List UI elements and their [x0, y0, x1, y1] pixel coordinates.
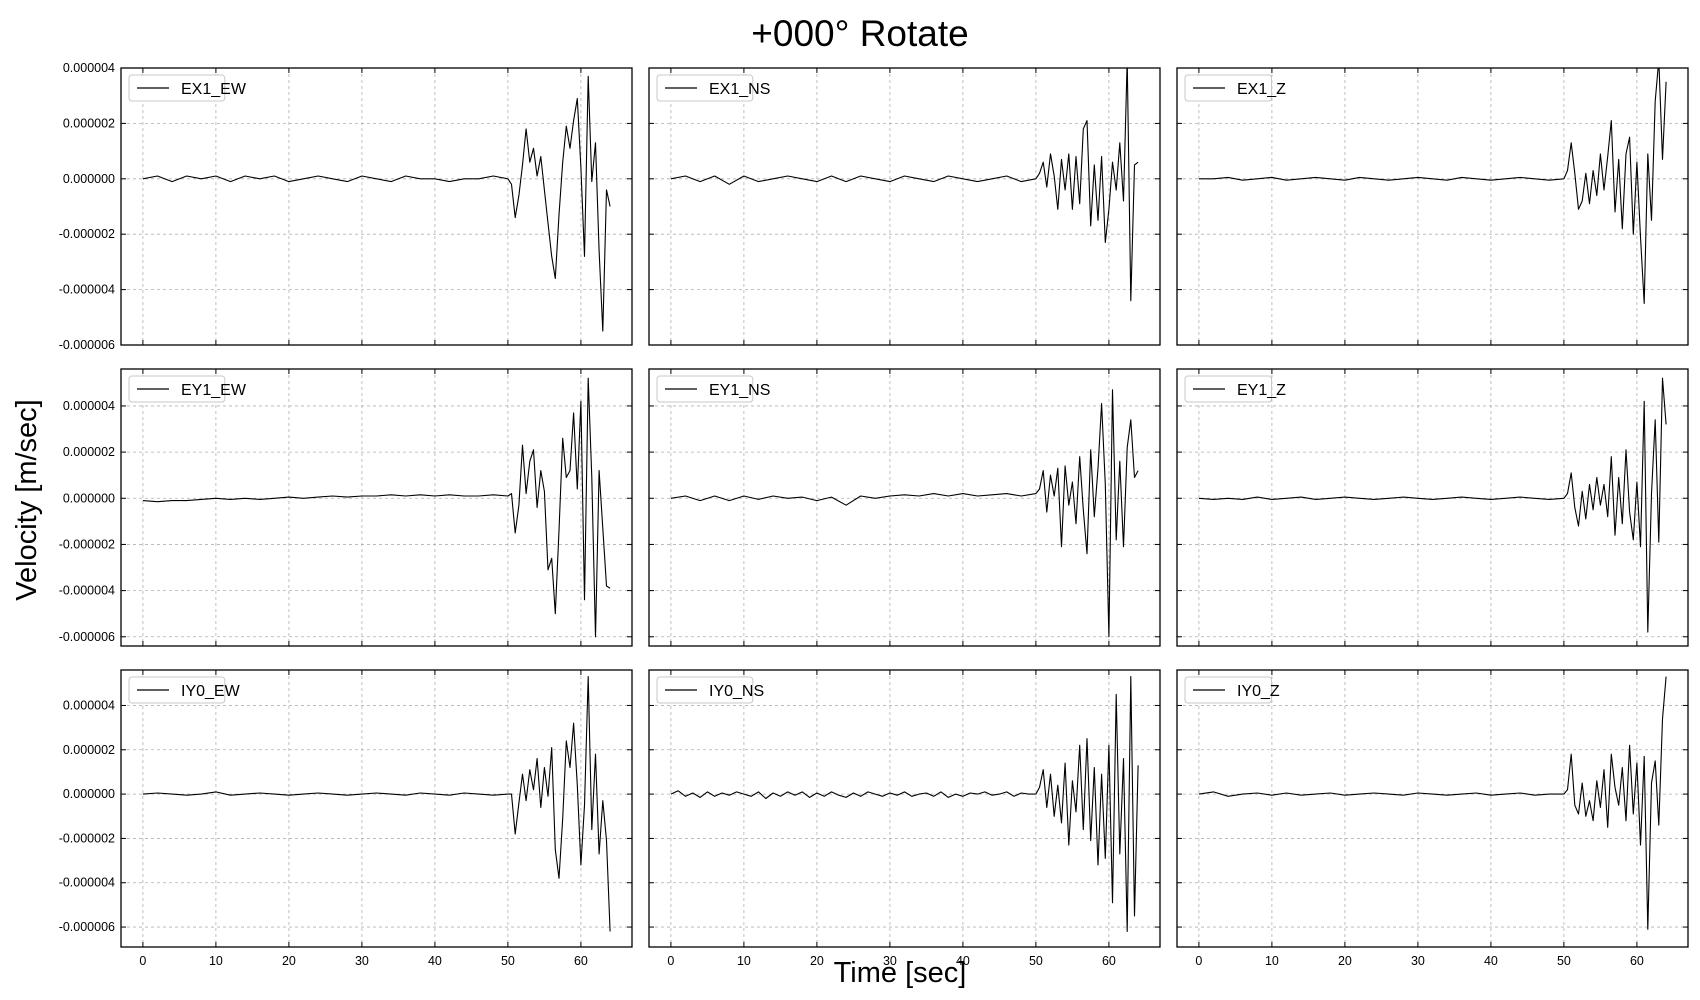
- y-tick-label: 0.000002: [63, 116, 115, 130]
- legend-box: [128, 74, 226, 102]
- series-line: [1198, 377, 1667, 633]
- subplot-ey1-z: EY1_Z: [1176, 368, 1689, 647]
- axes-frame: [1176, 669, 1689, 948]
- legend-label: EX1_NS: [709, 81, 770, 98]
- x-tick-label: 60: [1630, 954, 1644, 968]
- series-line: [142, 75, 611, 332]
- axes-frame: [120, 669, 633, 948]
- x-tick-label: 20: [810, 954, 824, 968]
- x-tick-label: 10: [737, 954, 751, 968]
- x-tick-label: 50: [1557, 954, 1571, 968]
- subplot-iy0-ns: 0 10 20 30 40 50 60 IY0_NS: [648, 669, 1161, 968]
- axes-frame: [120, 67, 633, 346]
- y-tick-label: 0.000004: [63, 698, 115, 712]
- y-tick-label: -0.000002: [59, 537, 115, 551]
- y-tick-label: -0.000006: [59, 920, 115, 934]
- legend-label: EY1_EW: [181, 382, 247, 399]
- legend-label: EY1_Z: [1237, 382, 1286, 399]
- x-tick-label: 50: [1029, 954, 1043, 968]
- axes-frame: [1176, 368, 1689, 647]
- legend-box: [656, 74, 754, 102]
- x-tick-label: 60: [1102, 954, 1116, 968]
- legend-label: EY1_NS: [709, 382, 770, 399]
- x-tick-label: 40: [428, 954, 442, 968]
- series-line: [142, 676, 611, 932]
- axes-frame: [648, 669, 1161, 948]
- x-tick-label: 30: [1411, 954, 1425, 968]
- series-line: [1198, 68, 1667, 304]
- x-tick-label: 20: [282, 954, 296, 968]
- axes-frame: [120, 368, 633, 647]
- y-tick-label: 0.000004: [63, 399, 115, 413]
- y-tick-label: 0.000000: [63, 491, 115, 505]
- x-tick-label: 0: [139, 954, 146, 968]
- x-tick-label: 30: [355, 954, 369, 968]
- x-axis-label: Time [sec]: [834, 957, 967, 989]
- subplot-ey1-ew: -0.000006 -0.000004 -0.000002 0.000000 0.000…: [59, 368, 633, 647]
- legend-label: EX1_Z: [1237, 81, 1286, 98]
- y-tick-label: 0.000000: [63, 172, 115, 186]
- legend-box: [1184, 375, 1272, 403]
- axes-frame: [1176, 67, 1689, 346]
- legend-label: EX1_EW: [181, 81, 247, 98]
- legend-box: [1184, 74, 1272, 102]
- subplot-ex1-z: EX1_Z: [1176, 67, 1689, 346]
- y-tick-label: -0.000002: [59, 831, 115, 845]
- y-axis-label: Velocity [m/sec]: [11, 399, 43, 600]
- x-tick-label: 40: [956, 954, 970, 968]
- figure-title: +000° Rotate: [751, 13, 968, 54]
- series-line: [670, 389, 1139, 638]
- y-tick-label: -0.000006: [59, 630, 115, 644]
- subplot-grid: -0.000006 -0.000004 -0.000002 0.000000 0.000…: [59, 61, 1689, 968]
- axes-frame: [648, 368, 1161, 647]
- subplot-ey1-ns: EY1_NS: [648, 368, 1161, 647]
- x-tick-label: 60: [574, 954, 588, 968]
- subplot-ex1-ns: EX1_NS: [648, 67, 1161, 346]
- series-line: [142, 377, 611, 638]
- y-tick-label: 0.000002: [63, 445, 115, 459]
- y-tick-label: -0.000004: [59, 876, 115, 890]
- x-tick-label: 10: [1265, 954, 1279, 968]
- y-tick-label: 0.000002: [63, 743, 115, 757]
- y-tick-label: -0.000002: [59, 227, 115, 241]
- x-tick-label: 0: [667, 954, 674, 968]
- series-line: [670, 676, 1139, 933]
- series-line: [670, 68, 1139, 302]
- y-tick-label: -0.000004: [59, 283, 115, 297]
- legend-box: [1184, 676, 1272, 704]
- subplot-ex1-ew: -0.000006 -0.000004 -0.000002 0.000000 0.000…: [59, 61, 633, 352]
- legend-box: [128, 375, 226, 403]
- subplot-iy0-ew: 0 10 20 30 40 50 60 -0.000006 -0.000004 -0.000002…: [59, 669, 633, 968]
- legend-label: IY0_EW: [181, 683, 241, 700]
- x-tick-label: 50: [501, 954, 515, 968]
- legend-box: [656, 676, 754, 704]
- x-tick-label: 10: [209, 954, 223, 968]
- legend-box: [128, 676, 226, 704]
- legend-box: [656, 375, 754, 403]
- x-tick-label: 30: [883, 954, 897, 968]
- axes-frame: [648, 67, 1161, 346]
- y-tick-label: -0.000006: [59, 338, 115, 352]
- y-tick-label: 0.000004: [63, 61, 115, 75]
- legend-label: IY0_NS: [709, 683, 764, 700]
- legend-label: IY0_Z: [1237, 683, 1280, 700]
- series-line: [1198, 676, 1667, 930]
- x-tick-label: 20: [1338, 954, 1352, 968]
- y-tick-label: 0.000000: [63, 787, 115, 801]
- y-tick-label: -0.000004: [59, 584, 115, 598]
- x-tick-label: 0: [1195, 954, 1202, 968]
- subplot-iy0-z: 0 10 20 30 40 50 60 IY0_Z: [1176, 669, 1689, 968]
- x-tick-label: 40: [1484, 954, 1498, 968]
